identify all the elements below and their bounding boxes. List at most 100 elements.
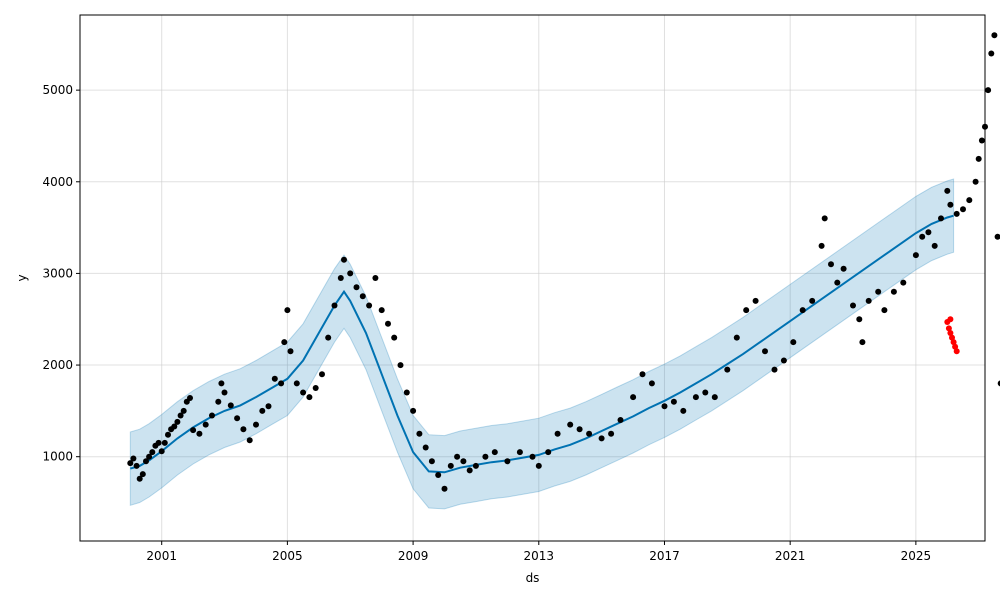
observed-point: [209, 412, 215, 419]
observed-point: [504, 458, 511, 465]
observed-point: [447, 462, 454, 469]
observed-point: [482, 453, 489, 460]
observed-point: [809, 297, 816, 304]
observed-point: [165, 431, 171, 438]
observed-point: [428, 458, 435, 465]
y-tick-label: 1000: [42, 450, 73, 464]
observed-point: [190, 427, 197, 434]
x-axis-ticks: 2001 2005 2009 2013 2017 2021 2025: [146, 541, 931, 563]
observed-point: [733, 334, 740, 341]
observed-point: [133, 462, 140, 469]
observed-point: [900, 279, 907, 286]
observed-point: [136, 475, 143, 482]
y-axis-ticks: 1000 2000 3000 4000 5000: [42, 83, 80, 464]
observed-point: [762, 348, 768, 355]
observed-point: [630, 394, 637, 401]
observed-point: [293, 380, 300, 387]
observed-point: [331, 302, 338, 309]
x-tick-label: 2021: [775, 549, 806, 563]
observed-point: [422, 444, 429, 451]
observed-point: [771, 366, 778, 373]
x-tick-label: 2013: [524, 549, 555, 563]
observed-point: [875, 288, 882, 295]
observed-point: [890, 288, 897, 295]
observed-point: [312, 385, 319, 391]
observed-point: [912, 252, 919, 259]
grid-lines: [80, 15, 985, 541]
observed-point: [985, 87, 992, 94]
observed-point: [529, 453, 536, 460]
observed-point: [711, 394, 718, 401]
observed-point: [925, 229, 932, 236]
uncertainty-band-area: [129, 178, 955, 510]
x-tick-label: 2001: [146, 549, 177, 563]
plot-area-frame: [79, 14, 986, 542]
observed-point: [435, 472, 442, 478]
observed-point: [639, 371, 646, 378]
observed-point: [702, 389, 709, 396]
observed-point: [966, 197, 973, 204]
observed-point: [692, 394, 699, 401]
y-tick-label: 3000: [42, 266, 73, 280]
observed-point: [171, 423, 178, 430]
observed-point: [991, 32, 998, 39]
observed-point: [724, 366, 731, 373]
observed-point: [253, 421, 259, 428]
observed-point: [416, 430, 423, 437]
observed-point: [259, 407, 266, 414]
observed-point: [743, 307, 750, 314]
observed-point: [944, 187, 951, 194]
observed-point: [227, 402, 234, 409]
y-axis-label: y: [15, 274, 29, 281]
observed-point: [554, 430, 561, 437]
observed-point: [840, 265, 847, 272]
observed-point: [353, 284, 360, 291]
observed-point: [617, 417, 624, 423]
observed-point: [158, 448, 165, 455]
observed-point: [127, 460, 134, 467]
observed-point: [240, 426, 247, 433]
observed-point: [234, 415, 241, 422]
observed-point: [919, 233, 926, 240]
observed-point: [359, 293, 366, 300]
observed-point: [341, 256, 347, 263]
observed-point: [281, 339, 288, 346]
observed-point: [828, 261, 834, 268]
observed-point: [472, 462, 479, 469]
observed-point: [994, 233, 1000, 240]
observed-point: [287, 348, 294, 355]
observed-point: [403, 389, 410, 396]
observed-point: [337, 275, 344, 281]
observed-point: [177, 412, 184, 419]
observed-point: [491, 449, 498, 456]
observed-point: [466, 467, 473, 474]
observed-point: [978, 137, 985, 144]
observed-point: [265, 403, 272, 410]
observed-point: [149, 449, 156, 456]
observed-point: [319, 371, 325, 378]
observed-point: [516, 449, 523, 456]
uncertainty-band: [129, 178, 955, 510]
observed-point: [366, 302, 373, 309]
observed-point: [218, 380, 225, 387]
x-tick-label: 2017: [649, 549, 680, 563]
observed-point: [972, 178, 979, 185]
observed-point: [947, 201, 954, 208]
x-axis-label: ds: [526, 571, 540, 585]
observed-point: [850, 302, 856, 309]
observed-point: [790, 339, 797, 346]
observed-point: [139, 471, 146, 478]
observed-point: [856, 316, 863, 323]
observed-point: [680, 407, 687, 414]
observed-point: [598, 435, 605, 442]
observed-point: [859, 339, 866, 346]
observed-point: [372, 275, 379, 281]
observed-point: [155, 439, 162, 446]
observed-point: [174, 418, 181, 425]
x-tick-label: 2009: [398, 549, 429, 563]
observed-point: [347, 270, 354, 277]
observed-point: [306, 394, 313, 401]
test-point: [945, 325, 952, 332]
observed-point: [143, 458, 149, 465]
